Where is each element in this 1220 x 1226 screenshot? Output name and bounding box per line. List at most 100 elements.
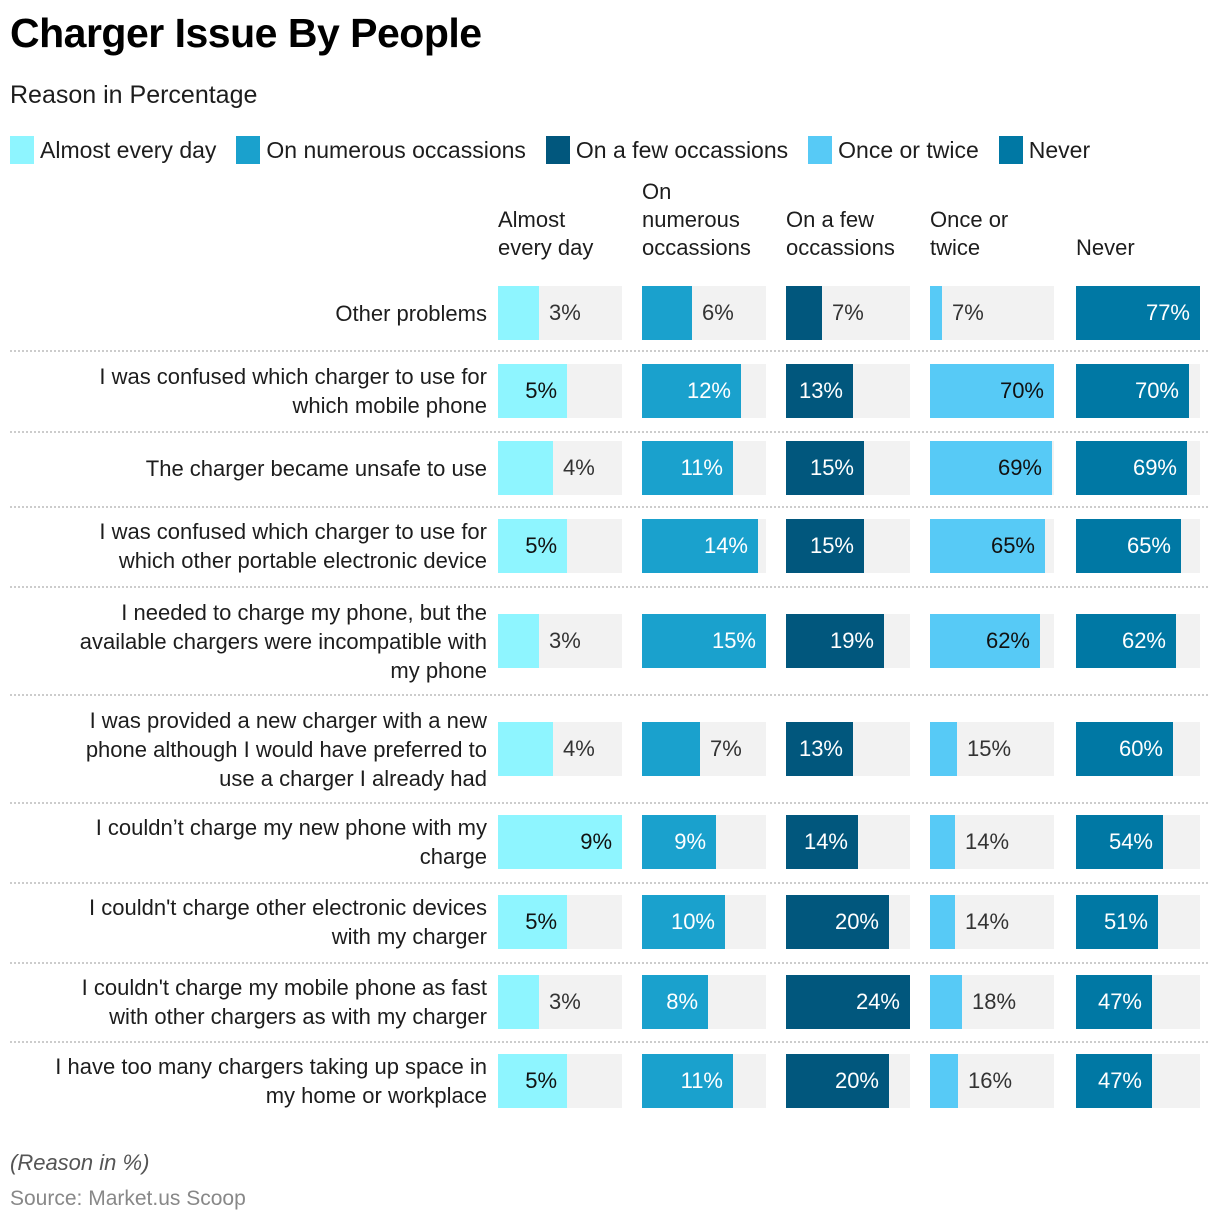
bar-track: 70% [930,364,1054,418]
bar-track: 19% [786,614,910,668]
bar [786,519,864,573]
bar [930,815,955,869]
legend-swatch [10,136,34,164]
data-label: 65% [990,533,1035,558]
bar-track: 8% [642,975,766,1029]
bar-track: 7% [930,286,1054,340]
data-label: 9% [674,829,706,854]
bar [1076,1054,1152,1108]
row-label: The charger became unsafe to use [145,455,487,481]
chart-note: (Reason in %) [10,1150,150,1175]
row-separator [10,431,1208,433]
data-label: 4% [563,455,595,480]
data-label: 10% [670,909,715,934]
bar [786,441,864,495]
legend: Almost every day On numerous occassions On… [10,136,1110,164]
bar-track: 47% [1076,975,1200,1029]
column-header: On numerous occassions [642,179,751,260]
row-separator [10,802,1208,804]
bar [498,286,539,340]
bar-track: 62% [1076,614,1200,668]
data-label: 62% [985,628,1030,653]
legend-item: On numerous occassions [236,136,526,164]
data-label: 15% [809,533,854,558]
data-label: 8% [666,989,698,1014]
data-label: 13% [798,736,843,761]
bar [1076,364,1189,418]
data-label: 5% [525,378,557,403]
bar [642,1054,733,1108]
data-label: 62% [1121,628,1166,653]
row-label: I couldn't charge other electronic devic… [89,895,487,949]
bar-track: 7% [642,722,766,776]
bar [642,364,741,418]
bar [1076,519,1181,573]
bar [786,286,822,340]
data-label: 5% [525,533,557,558]
legend-item: Never [998,136,1091,164]
bar-track: 5% [498,1054,622,1108]
bar [786,364,853,418]
bar-track: 15% [786,519,910,573]
bar-track: 60% [1076,722,1200,776]
row-label: I was confused which charger to use for w… [99,364,487,418]
bar-track: 13% [786,364,910,418]
bar-track: 5% [498,519,622,573]
bar [930,614,1040,668]
bar [498,975,539,1029]
data-label: 15% [967,736,1012,761]
bar [498,895,567,949]
legend-label: On numerous occassions [266,136,526,163]
data-label: 47% [1097,989,1142,1014]
column-header: Once or twice [930,207,1009,260]
row-separator [10,350,1208,352]
bar [1076,815,1163,869]
bar-track: 14% [930,815,1054,869]
data-label: 7% [832,300,864,325]
data-label: 3% [549,300,581,325]
bar-track: 47% [1076,1054,1200,1108]
bar-track: 51% [1076,895,1200,949]
bar [930,975,962,1029]
bar-track: 62% [930,614,1054,668]
bar-track: 15% [786,441,910,495]
bar-track: 20% [786,1054,910,1108]
bar [498,614,539,668]
row-label: I was confused which charger to use for w… [99,519,487,573]
bar [642,614,766,668]
legend-label: Almost every day [40,136,217,163]
data-label: 20% [834,909,879,934]
column-header: Never [1076,235,1135,260]
bar [930,895,955,949]
data-label: 3% [549,628,581,653]
data-label: 14% [965,909,1010,934]
data-label: 9% [580,829,612,854]
bar [930,1054,958,1108]
chart-subtitle: Reason in Percentage [10,81,258,109]
bar [930,722,957,776]
bar-track: 5% [498,364,622,418]
data-label: 60% [1118,736,1163,761]
bar [786,815,858,869]
data-label: 70% [999,378,1044,403]
chart-source: Source: Market.us Scoop [10,1187,246,1210]
legend-label: Never [1028,136,1091,163]
data-label: 77% [1145,300,1190,325]
column-header: Almost every day [498,207,594,260]
bar [1076,895,1158,949]
data-label: 4% [563,736,595,761]
legend-swatch [545,136,570,164]
bar-track: 10% [642,895,766,949]
legend-swatch [998,136,1023,164]
bar-track: 11% [642,1054,766,1108]
bar [786,975,910,1029]
legend-label: On a few occassions [575,136,789,163]
bar-track: 9% [498,815,622,869]
bar [1076,614,1176,668]
legend-label: Once or twice [838,136,979,163]
bar [930,364,1054,418]
data-label: 20% [834,1068,879,1093]
column-header: On a few occassions [786,207,895,260]
data-label: 12% [686,378,731,403]
bar-track: 70% [1076,364,1200,418]
